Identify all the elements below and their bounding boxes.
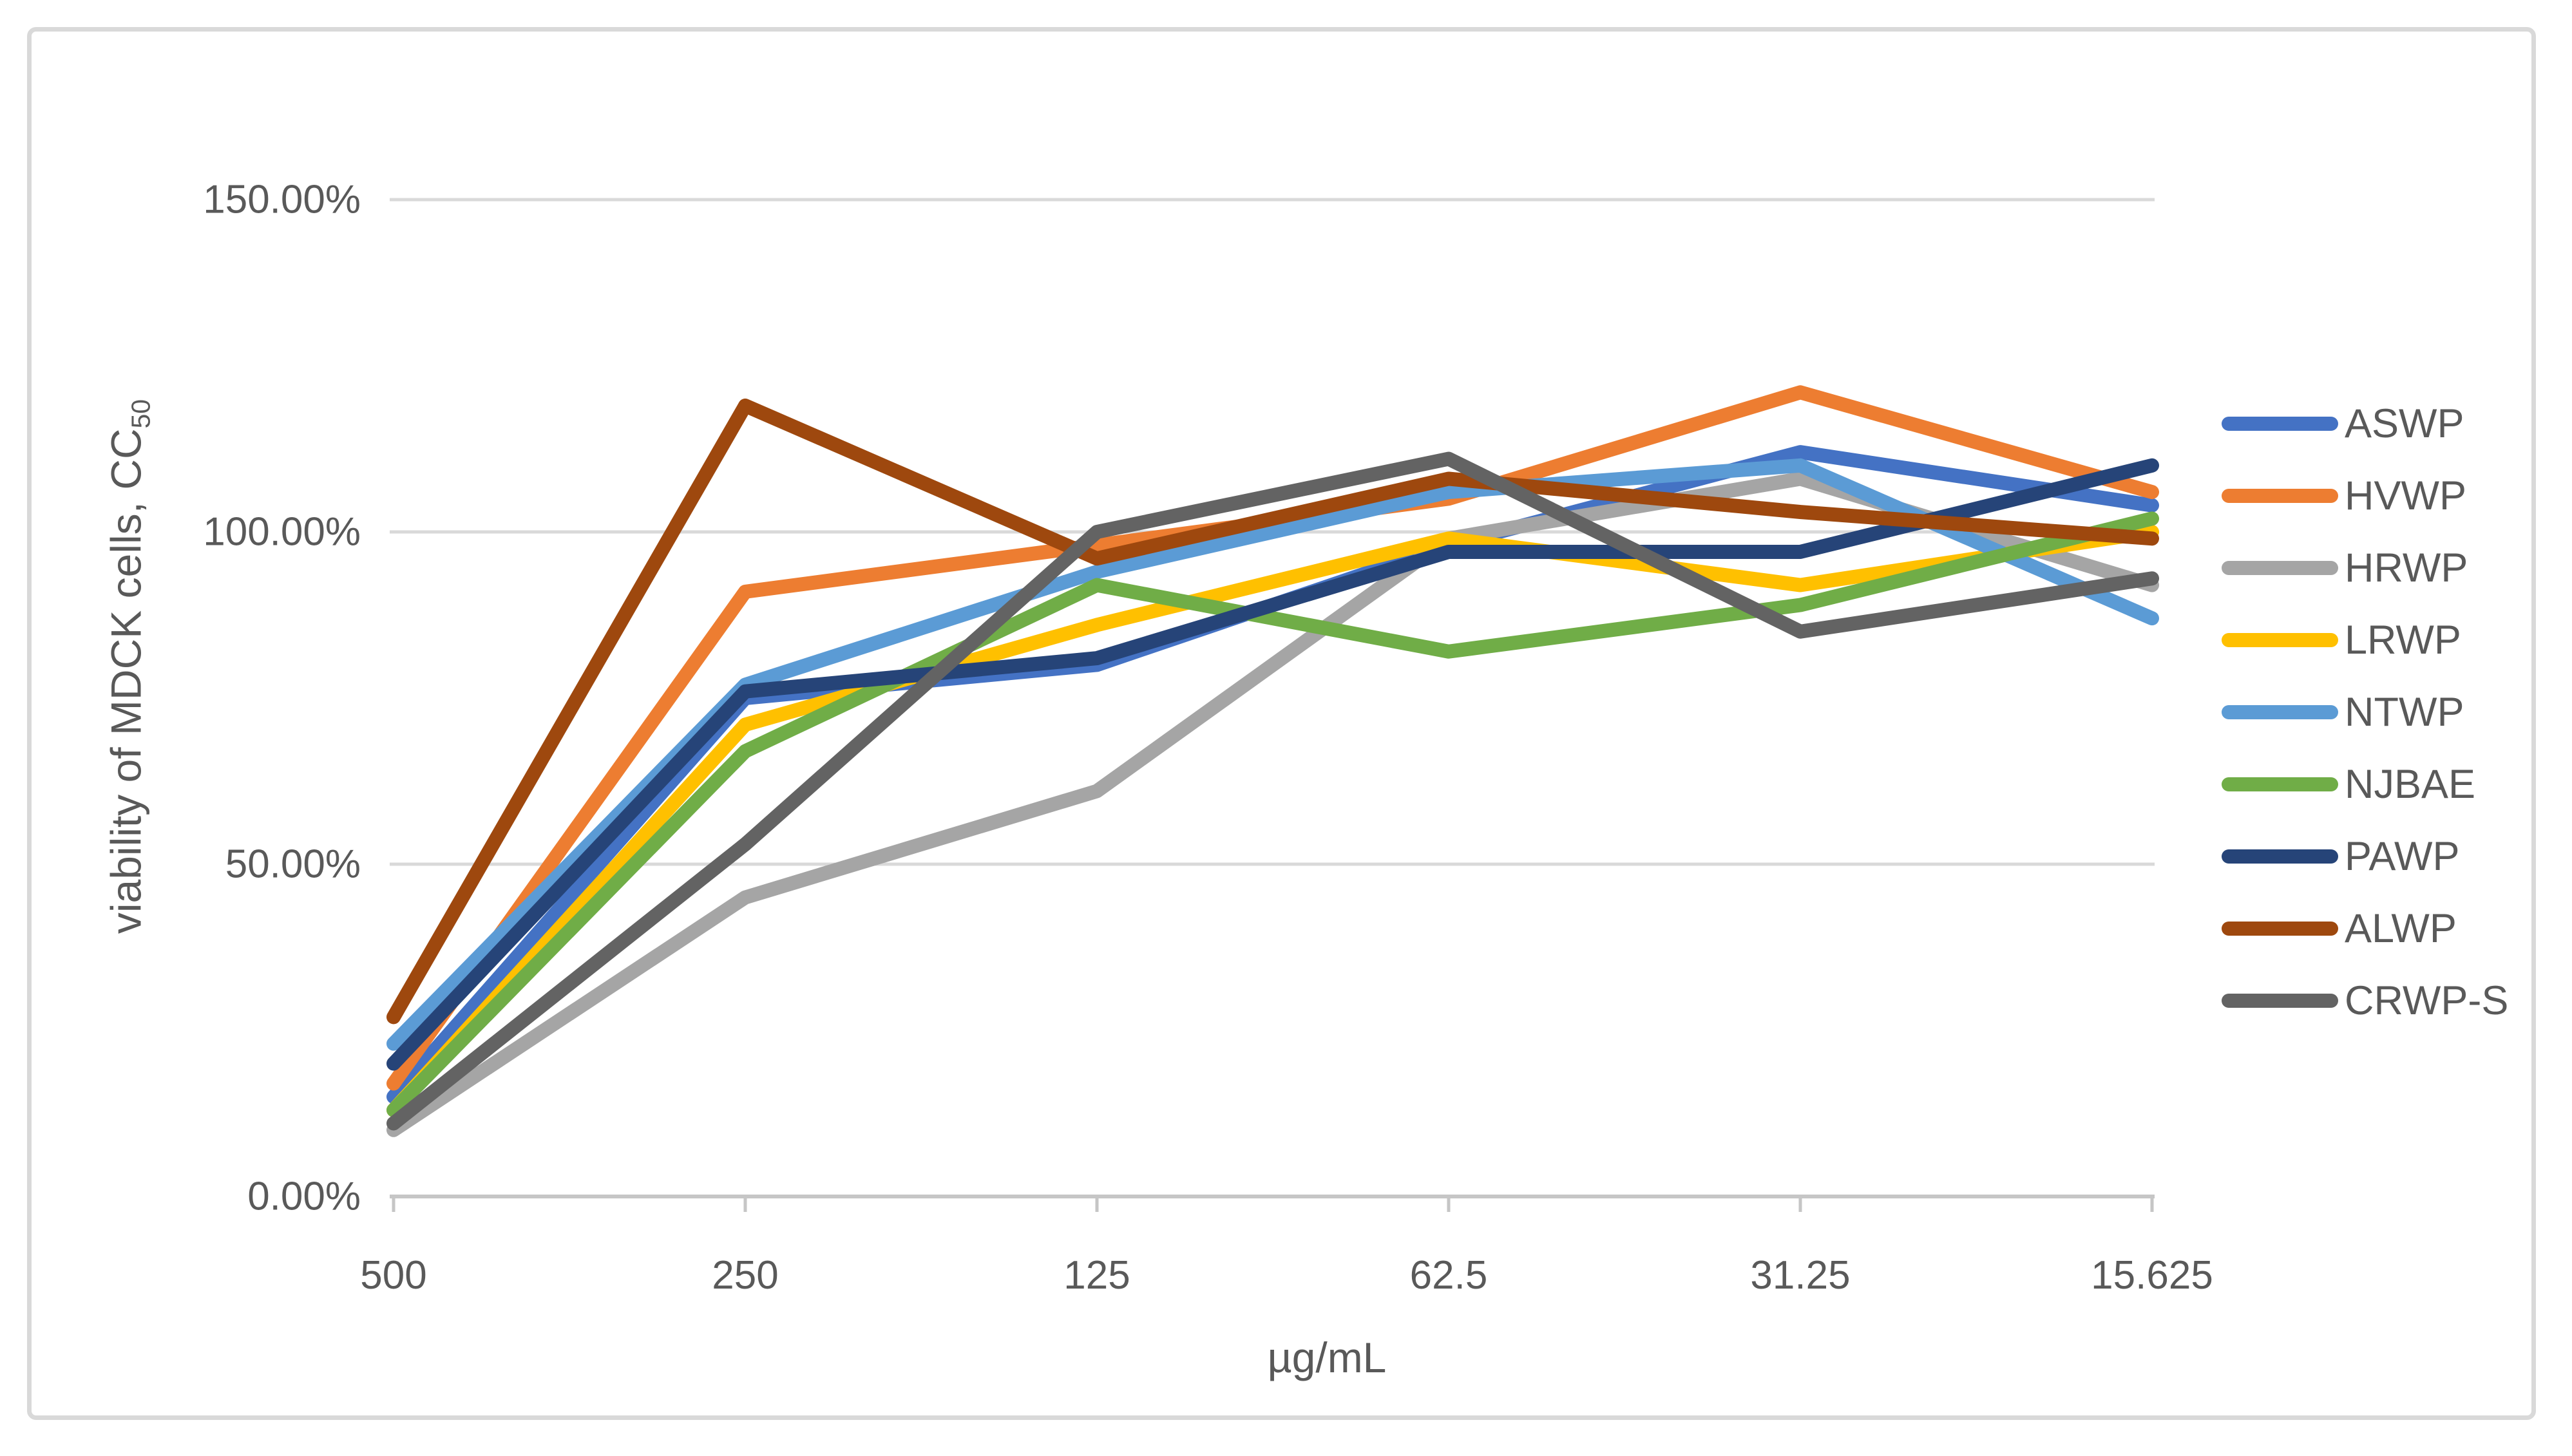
x-axis-tick-label: 250 (712, 1253, 779, 1298)
y-axis-title: viability of MDCK cells, CC50 (101, 399, 156, 934)
y-axis-title-subscript: 50 (126, 399, 156, 429)
chart-border (27, 27, 2536, 1420)
legend-label-hrwp: HRWP (2345, 545, 2468, 591)
x-axis-tick-label: 500 (360, 1253, 427, 1298)
y-axis-tick-label: 150.00% (203, 177, 361, 222)
legend-swatch-hvwp (2222, 489, 2338, 503)
y-axis-title-text: viability of MDCK cells, CC (102, 428, 150, 934)
legend-swatch-hrwp (2222, 561, 2338, 575)
legend-label-hvwp: HVWP (2345, 473, 2466, 518)
legend-swatch-ntwp (2222, 705, 2338, 719)
legend-label-lrwp: LRWP (2345, 618, 2461, 663)
legend-label-aswp: ASWP (2345, 401, 2464, 446)
legend-swatch-alwp (2222, 922, 2338, 936)
y-axis-tick-label: 100.00% (203, 509, 361, 554)
legend-label-njbae: NJBAE (2345, 762, 2476, 807)
y-axis-tick-label: 50.00% (225, 842, 361, 887)
legend-label-crwp-s: CRWP-S (2345, 978, 2509, 1023)
legend-label-pawp: PAWP (2345, 834, 2460, 879)
legend-swatch-lrwp (2222, 633, 2338, 647)
series-line-alwp (386, 398, 2159, 1025)
legend-swatch-njbae (2222, 777, 2338, 791)
x-axis-tick-label: 125 (1063, 1253, 1130, 1298)
series-line-pawp (386, 458, 2159, 1071)
legend-swatch-aswp (2222, 417, 2338, 431)
x-axis-tick-label: 31.25 (1750, 1253, 1851, 1298)
x-axis-title: µg/mL (1267, 1334, 1387, 1381)
legend-label-alwp: ALWP (2345, 906, 2457, 951)
legend-label-ntwp: NTWP (2345, 690, 2464, 735)
x-axis-tick-label: 62.5 (1409, 1253, 1488, 1298)
legend-swatch-crwp-s (2222, 994, 2338, 1008)
y-axis-tick-label: 0.00% (247, 1174, 361, 1219)
series-line-crwp-s (386, 451, 2159, 1131)
series-line-njbae (386, 511, 2159, 1117)
x-axis-tick-label: 15.625 (2091, 1253, 2213, 1298)
series-line-lrwp (386, 525, 2159, 1117)
legend-swatch-pawp (2222, 849, 2338, 864)
